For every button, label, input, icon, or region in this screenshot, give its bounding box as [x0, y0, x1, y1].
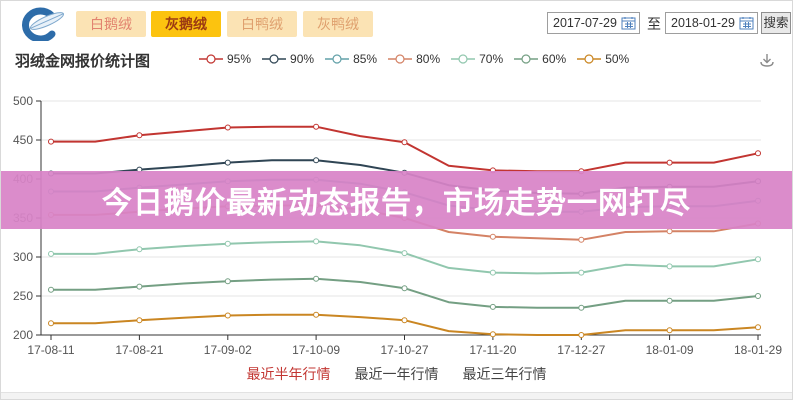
date-to-value: 2018-01-29 — [671, 16, 735, 30]
svg-text:500: 500 — [13, 94, 33, 108]
search-button[interactable]: 搜索 — [761, 12, 791, 34]
legend-marker-icon — [577, 54, 602, 64]
svg-text:250: 250 — [13, 289, 33, 303]
svg-text:17-10-09: 17-10-09 — [292, 343, 340, 357]
tab-white-goose-down[interactable]: 白鹅绒 — [76, 11, 146, 37]
legend-item-90%[interactable]: 90% — [262, 52, 314, 66]
period-tab-half-year[interactable]: 最近半年行情 — [246, 366, 331, 382]
legend-marker-icon — [199, 54, 223, 64]
svg-text:18-01-29: 18-01-29 — [734, 343, 782, 357]
legend-marker-icon — [514, 54, 539, 64]
site-logo-icon[interactable] — [11, 7, 73, 41]
svg-text:17-11-20: 17-11-20 — [469, 343, 516, 357]
legend-item-95%[interactable]: 95% — [199, 52, 251, 66]
calendar-icon[interactable] — [621, 16, 636, 30]
legend-item-80%[interactable]: 80% — [388, 52, 440, 66]
date-from-value: 2017-07-29 — [553, 16, 617, 30]
date-from-input[interactable]: 2017-07-29 — [547, 12, 640, 34]
chart-title: 羽绒金网报价统计图 — [15, 53, 151, 70]
legend-item-50%[interactable]: 50% — [577, 52, 629, 66]
svg-text:300: 300 — [13, 250, 33, 264]
legend-marker-icon — [262, 54, 287, 64]
legend-item-70%[interactable]: 70% — [451, 52, 503, 66]
svg-text:17-09-02: 17-09-02 — [204, 343, 252, 357]
tab-white-duck-down[interactable]: 白鸭绒 — [227, 11, 297, 37]
svg-text:18-01-09: 18-01-09 — [646, 343, 694, 357]
date-range-to-label: 至 — [647, 16, 661, 32]
period-tabs: 最近半年行情 最近一年行情 最近三年行情 — [1, 364, 792, 384]
svg-text:17-08-11: 17-08-11 — [27, 343, 74, 357]
svg-text:17-08-21: 17-08-21 — [115, 343, 163, 357]
period-tab-three-year[interactable]: 最近三年行情 — [462, 366, 547, 382]
svg-text:450: 450 — [13, 133, 33, 147]
promo-banner[interactable]: 今日鹅价最新动态报告，市场走势一网打尽 — [1, 171, 792, 229]
svg-text:17-10-27: 17-10-27 — [380, 343, 428, 357]
legend-marker-icon — [325, 54, 350, 64]
tab-grey-goose-down[interactable]: 灰鹅绒 — [151, 11, 221, 37]
svg-text:17-12-27: 17-12-27 — [557, 343, 605, 357]
chart-legend: 95% 90% 85% 80% 70% 60% 50% — [199, 52, 629, 66]
legend-marker-icon — [451, 54, 476, 64]
legend-item-60%[interactable]: 60% — [514, 52, 566, 66]
date-to-input[interactable]: 2018-01-29 — [665, 12, 758, 34]
period-tab-one-year[interactable]: 最近一年行情 — [354, 366, 439, 382]
download-icon[interactable] — [758, 52, 776, 70]
svg-text:200: 200 — [13, 328, 33, 342]
legend-item-85%[interactable]: 85% — [325, 52, 377, 66]
promo-banner-text: 今日鹅价最新动态报告，市场走势一网打尽 — [102, 187, 691, 220]
page-bottom-strip — [1, 392, 792, 399]
tab-grey-duck-down[interactable]: 灰鸭绒 — [303, 11, 373, 37]
legend-marker-icon — [388, 54, 413, 64]
calendar-icon[interactable] — [739, 16, 754, 30]
